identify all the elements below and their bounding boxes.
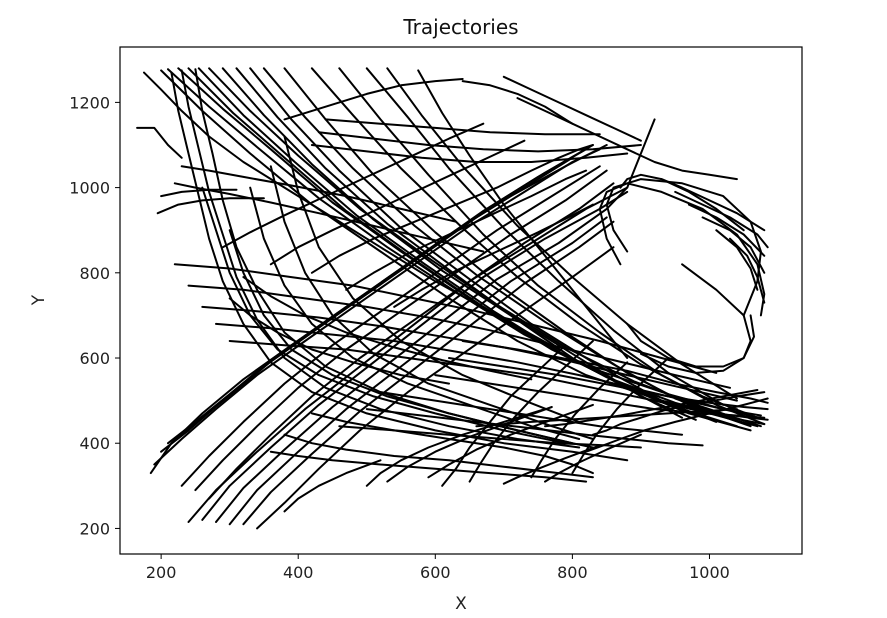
trajectory-line-87 [544, 389, 759, 428]
trajectory-line-21 [242, 220, 615, 526]
trajectory-line-65 [434, 374, 766, 419]
trajectory-line-4 [187, 67, 738, 428]
trajectory-line-7 [221, 67, 684, 419]
trajectory-line-67 [461, 340, 769, 404]
y-tick-label-800: 800 [79, 264, 110, 283]
trajectory-line-27 [180, 165, 601, 487]
trajectory-line-79 [365, 408, 546, 487]
trajectory-line-30 [256, 246, 615, 530]
trajectory-line-93 [221, 122, 485, 249]
y-tick-label-200: 200 [79, 519, 110, 538]
trajectory-line-26 [173, 144, 594, 440]
trajectory-line-90 [345, 169, 588, 291]
trajectory-line-50 [317, 131, 642, 153]
trajectory-line-40 [283, 135, 581, 423]
trajectory-line-23 [153, 148, 601, 466]
x-tick-label-1000: 1000 [689, 563, 730, 582]
y-tick-label-400: 400 [79, 434, 110, 453]
trajectory-line-53 [461, 80, 574, 125]
trajectory-line-68 [379, 391, 684, 436]
plot-frame [119, 46, 803, 555]
trajectory-line-13 [338, 67, 766, 426]
trajectory-line-55 [598, 182, 766, 317]
trajectory-line-49 [310, 144, 629, 163]
trajectory-line-43 [310, 412, 594, 475]
trajectory-line-89 [310, 144, 594, 274]
trajectory-line-95 [468, 340, 594, 483]
plot-background [120, 47, 802, 554]
y-tick-label-1200: 1200 [69, 93, 110, 112]
series-layer [136, 67, 769, 530]
trajectory-line-57 [639, 314, 755, 374]
trajectory-line-54 [605, 178, 762, 317]
trajectory-line-92 [269, 139, 526, 266]
trajectory-line-48 [173, 263, 718, 374]
trajectory-line-75 [156, 197, 265, 215]
x-tick-label-200: 200 [146, 563, 177, 582]
trajectory-line-61 [687, 203, 766, 257]
trajectory-line-56 [626, 263, 752, 368]
x-axis-label: X [455, 594, 467, 614]
trajectory-line-63 [715, 229, 759, 291]
x-tick-label-600: 600 [420, 563, 451, 582]
trajectory-line-72 [502, 75, 642, 142]
trajectory-line-97 [571, 357, 670, 475]
trajectory-line-71 [516, 97, 738, 181]
trajectory-line-37 [228, 229, 594, 449]
trajectory-line-73 [173, 182, 485, 253]
trajectory-line-88 [475, 408, 738, 428]
trajectory-line-76 [160, 188, 238, 198]
trajectory-line-91 [393, 203, 594, 308]
trajectory-line-51 [324, 118, 601, 136]
trajectory-line-82 [502, 444, 601, 485]
trajectory-line-77 [228, 297, 450, 385]
x-axis-ticks: 200 400 600 800 1000 [146, 554, 730, 582]
trajectory-line-47 [187, 284, 731, 389]
trajectory-line-62 [701, 216, 766, 274]
trajectory-line-19 [215, 186, 629, 523]
y-tick-label-1000: 1000 [69, 179, 110, 198]
trajectory-line-11 [283, 67, 752, 428]
trajectory-line-74 [180, 165, 457, 223]
trajectory-line-60 [674, 190, 769, 249]
trajectory-line-69 [365, 408, 704, 447]
chart-title: Trajectories [402, 15, 518, 39]
x-tick-label-800: 800 [557, 563, 588, 582]
trajectory-line-70 [338, 425, 642, 449]
trajectory-line-78 [242, 276, 533, 381]
trajectory-line-31 [143, 71, 560, 351]
y-axis-label: Y [29, 294, 49, 306]
trajectory-line-32 [136, 126, 183, 159]
y-axis-ticks: 200 400 600 800 1000 1200 [69, 93, 120, 538]
trajectory-line-80 [386, 406, 553, 483]
trajectory-line-94 [441, 344, 567, 487]
trajectory-line-20 [228, 216, 608, 526]
trajectory-line-96 [530, 361, 629, 479]
trajectory-line-52 [283, 78, 464, 121]
x-tick-label-400: 400 [283, 563, 314, 582]
trajectory-line-64 [729, 237, 766, 304]
trajectory-line-86 [585, 397, 769, 453]
trajectory-line-28 [194, 169, 608, 492]
trajectory-line-84 [283, 459, 382, 513]
trajectory-line-59 [660, 178, 766, 232]
y-tick-label-600: 600 [79, 349, 110, 368]
